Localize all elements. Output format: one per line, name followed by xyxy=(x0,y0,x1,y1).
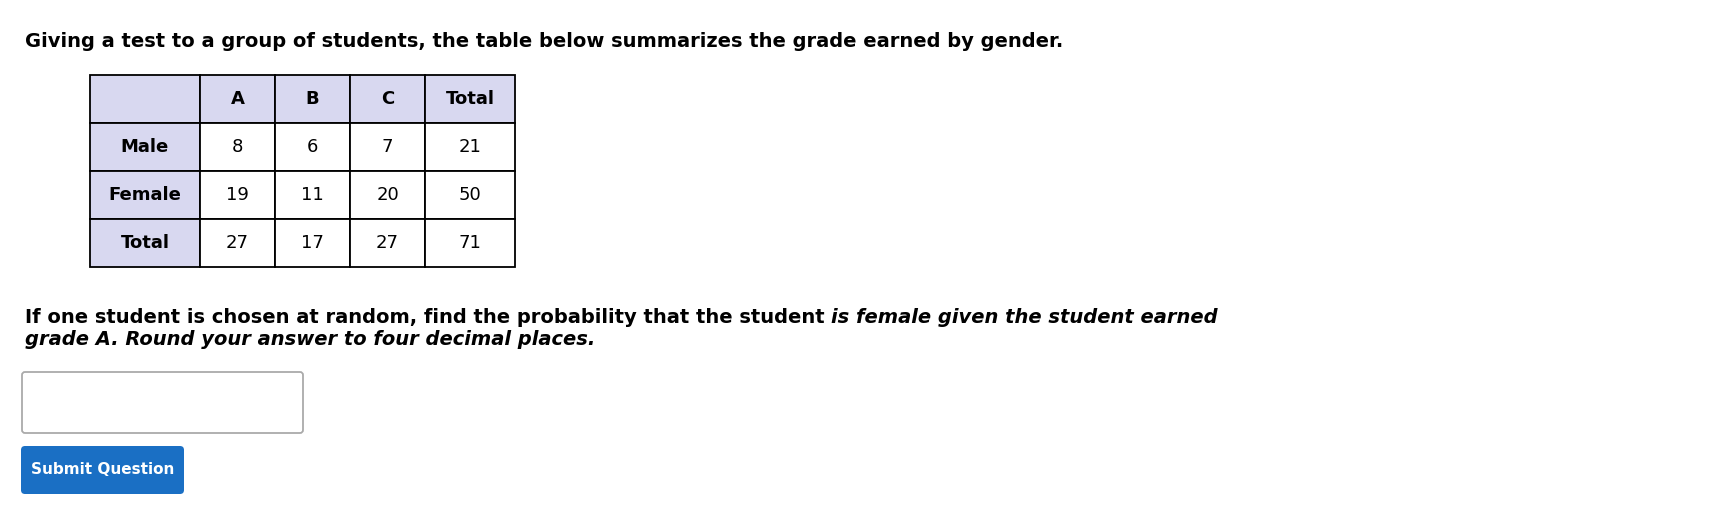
Text: Giving a test to a group of students, the table below summarizes the grade earne: Giving a test to a group of students, th… xyxy=(26,32,1063,51)
Bar xyxy=(350,219,424,267)
Text: C: C xyxy=(381,90,393,108)
FancyBboxPatch shape xyxy=(22,372,302,433)
Text: is female given the student earned: is female given the student earned xyxy=(832,308,1218,327)
Text: B: B xyxy=(306,90,320,108)
Text: Total: Total xyxy=(120,234,170,252)
Text: 6: 6 xyxy=(308,138,318,156)
Text: 17: 17 xyxy=(301,234,325,252)
Text: 27: 27 xyxy=(227,234,249,252)
Text: 71: 71 xyxy=(459,234,481,252)
Text: Submit Question: Submit Question xyxy=(31,463,174,477)
Bar xyxy=(275,75,350,123)
Bar xyxy=(350,123,424,171)
Bar xyxy=(89,171,199,219)
Bar xyxy=(89,219,199,267)
Bar xyxy=(89,75,199,123)
Text: A: A xyxy=(230,90,244,108)
Text: 19: 19 xyxy=(227,186,249,204)
Bar xyxy=(424,171,515,219)
Text: 21: 21 xyxy=(459,138,481,156)
Bar xyxy=(275,219,350,267)
Text: If one student is chosen at random, find the probability that the student: If one student is chosen at random, find… xyxy=(26,308,832,327)
Bar xyxy=(89,123,199,171)
Bar xyxy=(199,75,275,123)
Bar xyxy=(350,171,424,219)
Text: 50: 50 xyxy=(459,186,481,204)
Bar xyxy=(350,75,424,123)
Text: 27: 27 xyxy=(376,234,399,252)
Text: 11: 11 xyxy=(301,186,325,204)
FancyBboxPatch shape xyxy=(21,446,184,494)
Bar xyxy=(424,123,515,171)
Text: Female: Female xyxy=(108,186,182,204)
Bar xyxy=(199,219,275,267)
Text: Total: Total xyxy=(445,90,495,108)
Text: 7: 7 xyxy=(381,138,393,156)
Bar xyxy=(424,219,515,267)
Bar xyxy=(199,123,275,171)
Bar xyxy=(275,171,350,219)
Text: grade A. Round your answer to four decimal places.: grade A. Round your answer to four decim… xyxy=(26,331,594,350)
Bar xyxy=(199,171,275,219)
Text: 20: 20 xyxy=(376,186,399,204)
Text: 8: 8 xyxy=(232,138,244,156)
Bar xyxy=(275,123,350,171)
Bar xyxy=(424,75,515,123)
Text: Male: Male xyxy=(120,138,168,156)
